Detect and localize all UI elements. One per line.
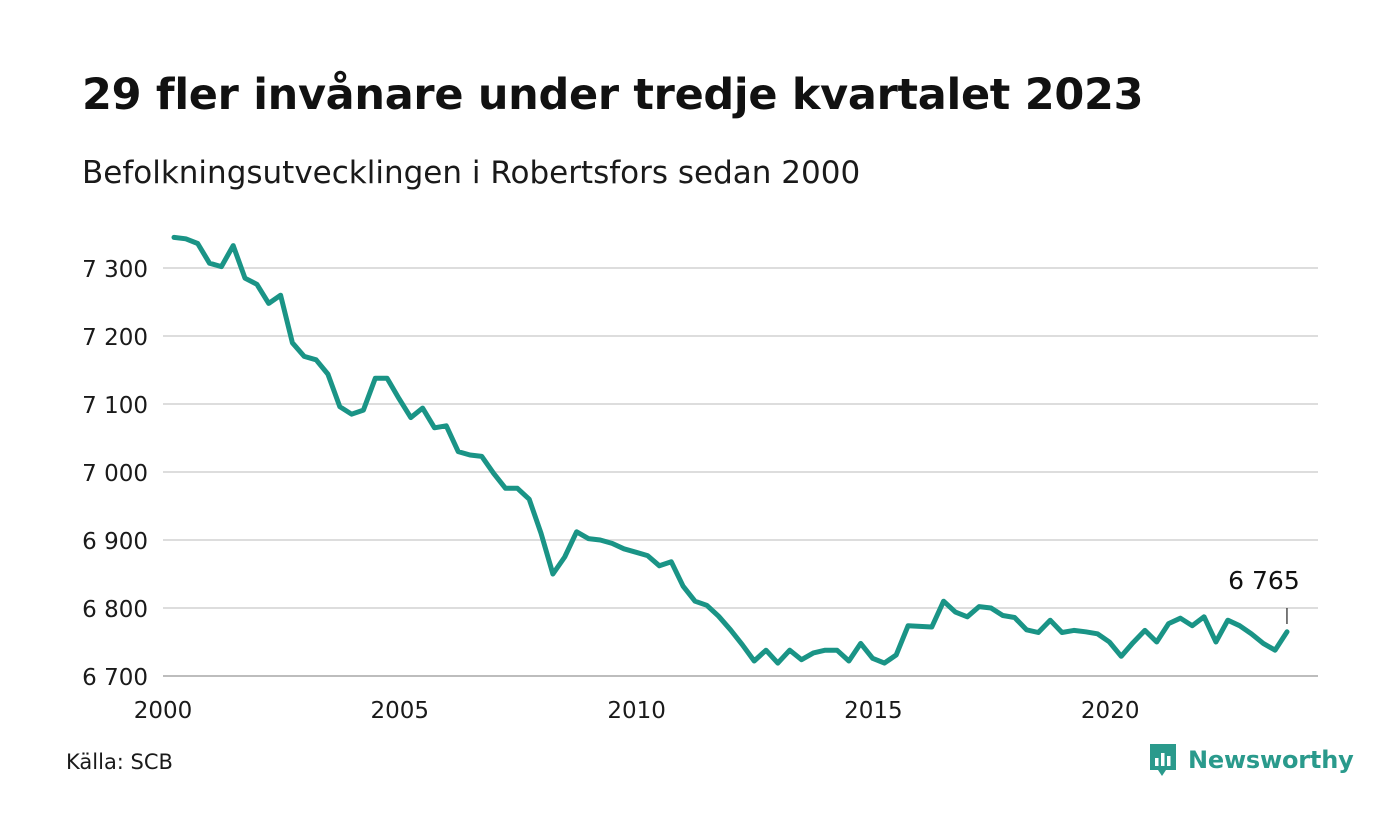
grid-lines bbox=[163, 267, 1318, 677]
brand-logo: Newsworthy bbox=[1148, 742, 1354, 778]
x-tick-label: 2010 bbox=[607, 698, 666, 724]
brand-name: Newsworthy bbox=[1188, 746, 1354, 774]
annotation-label: 6 765 bbox=[1228, 566, 1300, 595]
y-tick-label: 6 900 bbox=[82, 529, 148, 555]
y-tick-label: 7 300 bbox=[82, 257, 148, 283]
y-tick-label: 7 000 bbox=[82, 461, 148, 487]
x-tick-label: 2020 bbox=[1081, 698, 1140, 724]
y-tick-label: 7 200 bbox=[82, 325, 148, 351]
x-tick-label: 2015 bbox=[844, 698, 903, 724]
y-tick-label: 6 700 bbox=[82, 665, 148, 691]
chart-subtitle: Befolkningsutvecklingen i Robertsfors se… bbox=[82, 155, 861, 191]
y-tick-label: 6 800 bbox=[82, 597, 148, 623]
chart-bubble-icon bbox=[1150, 744, 1176, 776]
x-tick-labels: 2000 2005 2010 2015 2020 bbox=[134, 698, 1140, 724]
y-tick-labels: 6 700 6 800 6 900 7 000 7 100 7 200 7 300 bbox=[82, 257, 148, 691]
x-tick-label: 2005 bbox=[371, 698, 430, 724]
y-tick-label: 7 100 bbox=[82, 393, 148, 419]
chart-title: 29 fler invånare under tredje kvartalet … bbox=[82, 70, 1144, 120]
population-line bbox=[171, 234, 1290, 666]
x-tick-label: 2000 bbox=[134, 698, 193, 724]
source-note: Källa: SCB bbox=[66, 750, 173, 774]
